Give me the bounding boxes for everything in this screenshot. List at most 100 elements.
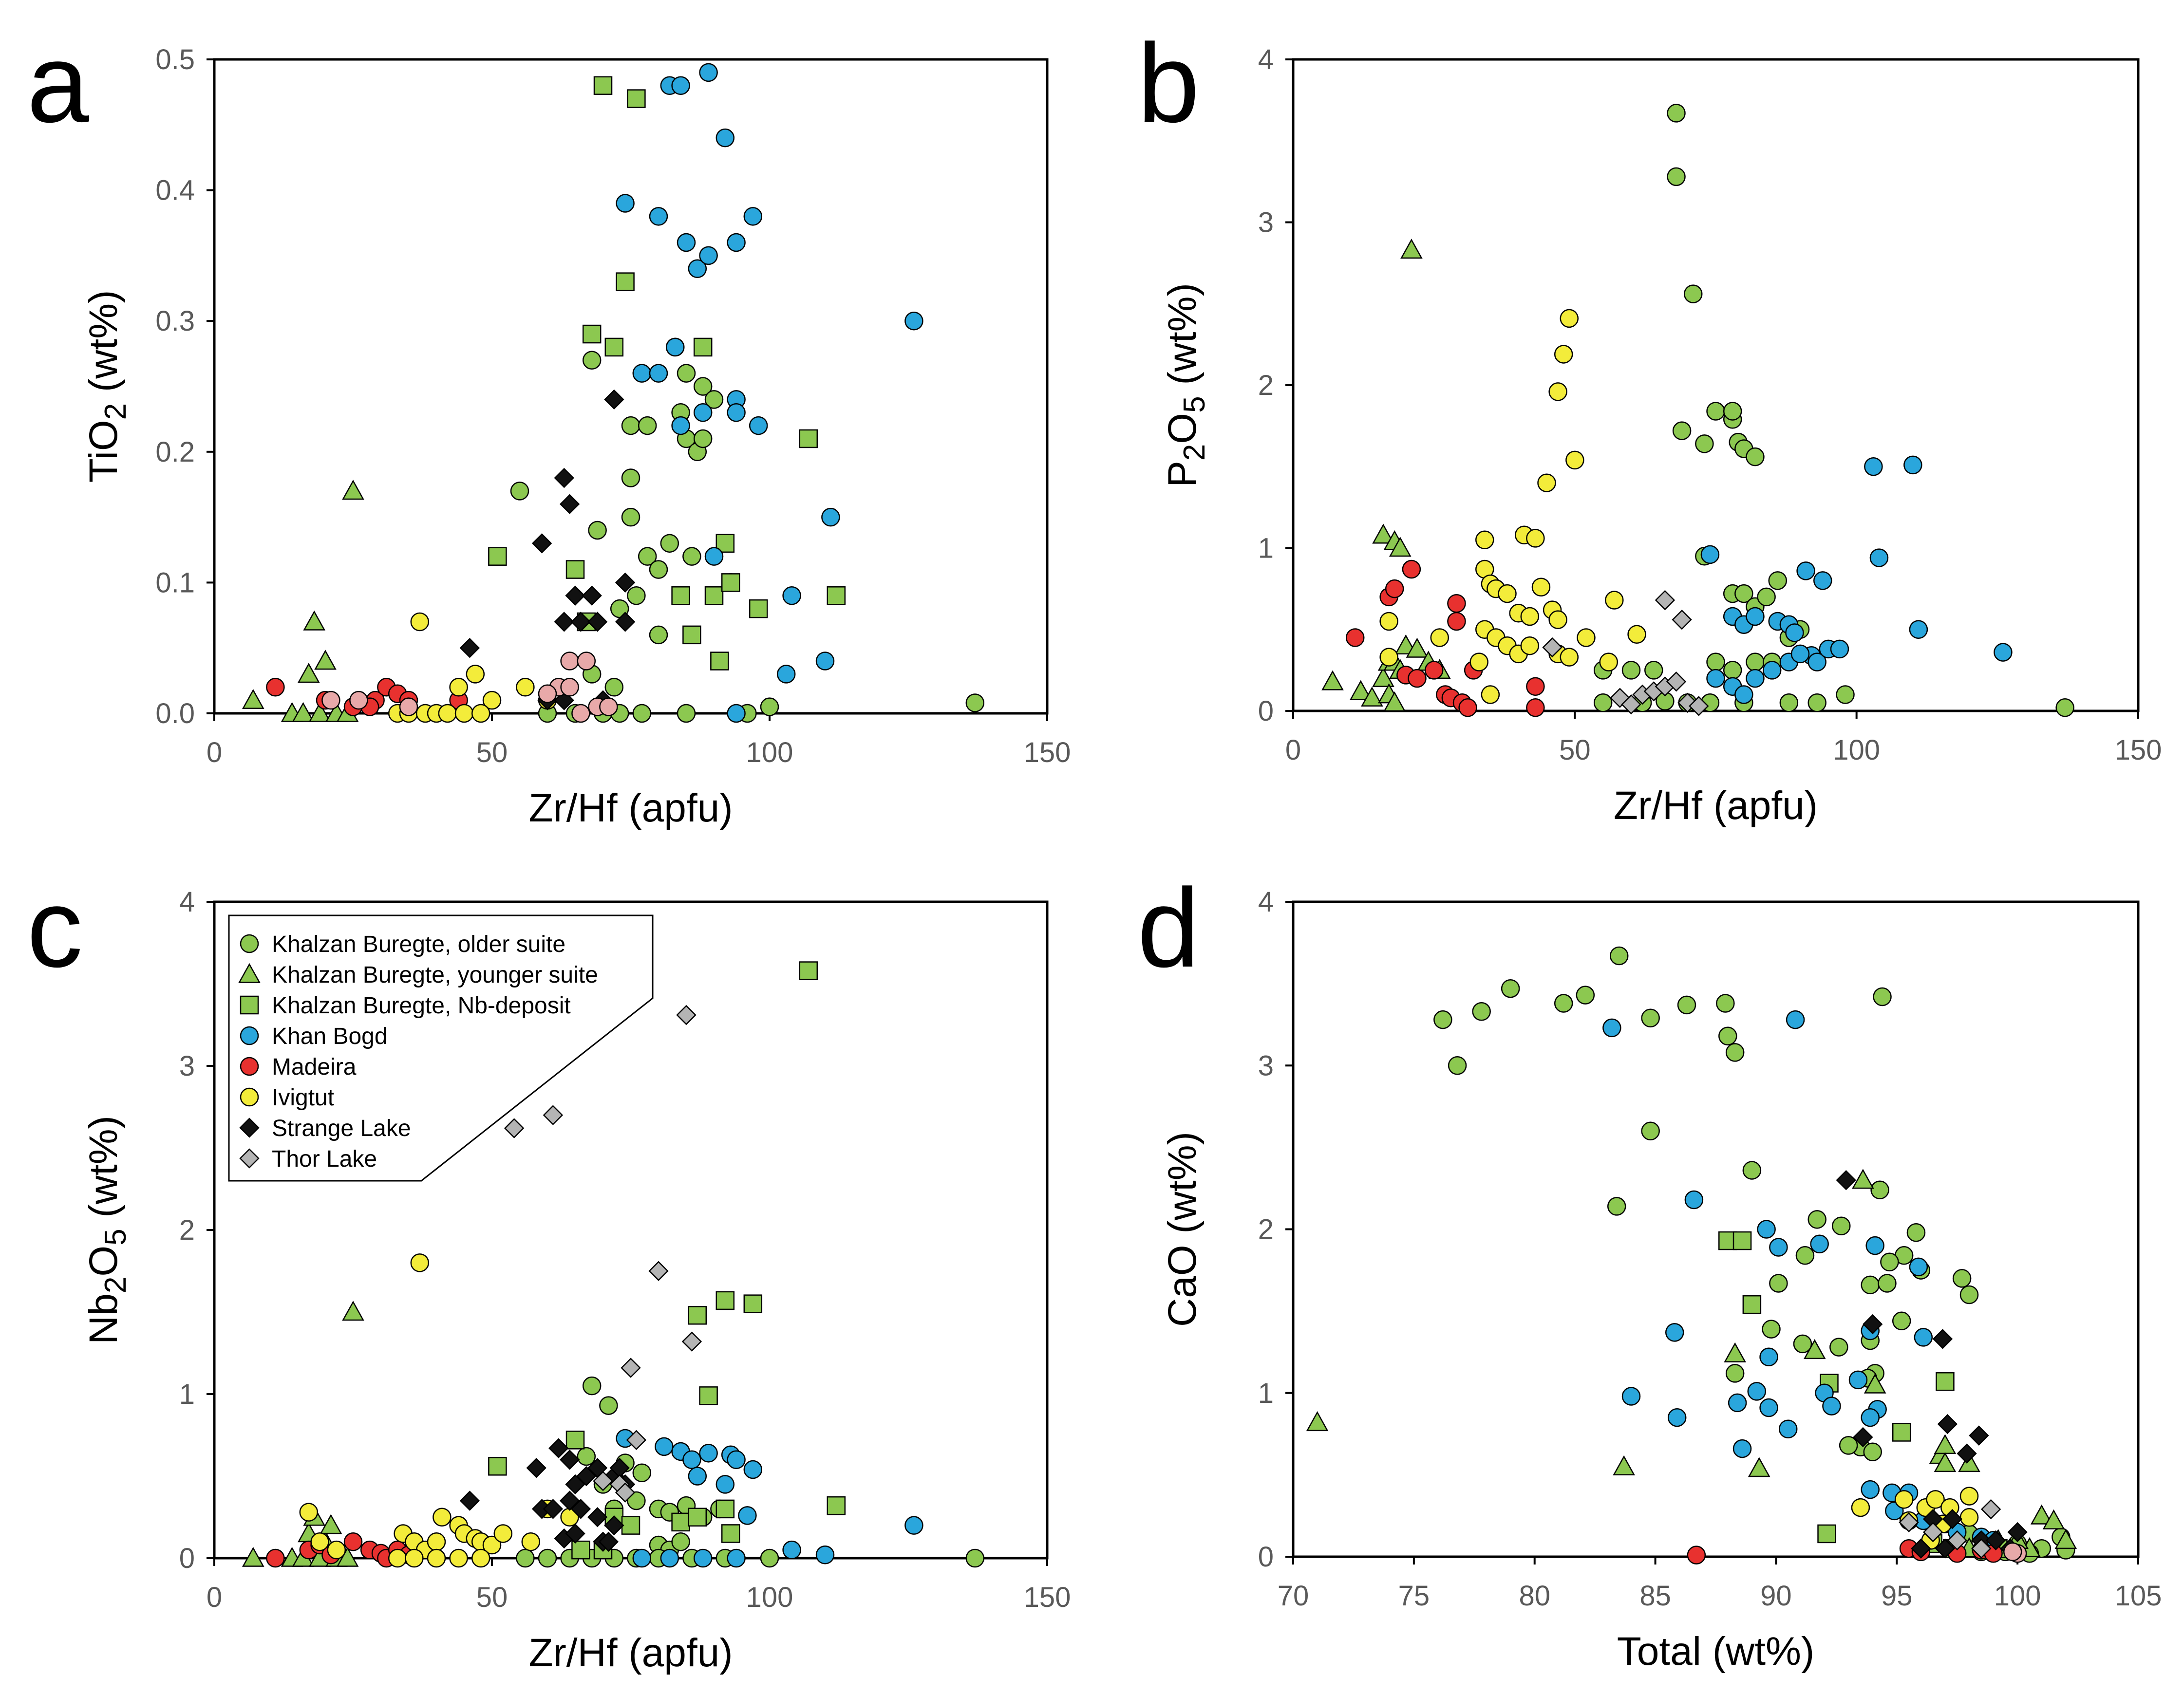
data-point-ivigtut <box>1498 584 1517 603</box>
data-point-strange <box>559 1450 580 1470</box>
data-point-ivigtut <box>493 1524 513 1543</box>
x-axis-title: Zr/Hf (apfu) <box>528 1631 733 1675</box>
data-point-nbdep <box>827 586 846 605</box>
data-point-older <box>627 1491 646 1510</box>
data-point-madeira <box>1447 612 1466 631</box>
data-point-khan <box>1848 1370 1868 1390</box>
data-point-pink <box>321 690 340 710</box>
x-axis-title: Zr/Hf (apfu) <box>528 786 733 830</box>
data-point-strange <box>587 612 608 632</box>
data-point-strange <box>582 585 602 606</box>
data-point-khan <box>1778 1419 1798 1438</box>
legend-label-older: Khalzan Buregte, older suite <box>272 931 565 957</box>
x-tick-label: 100 <box>746 737 793 768</box>
legend-marker-strange <box>239 1118 260 1138</box>
data-point-older <box>1433 1010 1452 1029</box>
data-point-khan <box>671 416 690 435</box>
data-point-khan <box>815 652 835 671</box>
data-point-ivigtut <box>1531 577 1551 597</box>
data-point-strange <box>531 533 552 554</box>
data-point-strange <box>598 1531 619 1552</box>
y-tick-label: 1 <box>1258 533 1274 564</box>
data-point-pink <box>571 704 590 723</box>
data-point-younger <box>1361 686 1383 707</box>
data-point-strange <box>1911 1538 1931 1559</box>
data-point-ivigtut <box>433 1508 452 1527</box>
y-axis-title-part: (wt%) <box>1160 283 1205 396</box>
data-point-older <box>760 697 779 716</box>
data-point-khan <box>782 586 801 605</box>
y-tick-label: 0 <box>179 1543 195 1574</box>
data-point-nbdep <box>627 89 646 108</box>
data-point-strange <box>615 612 636 632</box>
data-point-older <box>516 1548 535 1568</box>
data-point-older <box>1667 167 1686 186</box>
data-point-khan <box>815 1546 835 1565</box>
x-tick-label: 150 <box>2115 734 2162 766</box>
legend-label-thor: Thor Lake <box>272 1146 377 1172</box>
data-point-nbdep <box>1892 1423 1911 1442</box>
data-point-khan <box>727 704 746 723</box>
data-point-older <box>627 586 646 605</box>
data-point-ivigtut <box>1526 529 1545 548</box>
data-point-khan <box>821 507 840 527</box>
data-point-ivigtut <box>1627 625 1646 644</box>
data-point-nbdep <box>827 1496 846 1515</box>
data-point-ivigtut <box>1560 648 1579 667</box>
y-tick-label: 4 <box>1258 886 1274 918</box>
data-point-older <box>1448 1056 1467 1075</box>
data-point-thor <box>593 1471 613 1491</box>
data-point-khan <box>1790 644 1810 664</box>
data-point-younger <box>1748 1457 1770 1477</box>
legend-label-madeira: Madeira <box>272 1054 357 1080</box>
data-point-khan <box>1759 1398 1778 1417</box>
legend-label-younger: Khalzan Buregte, younger suite <box>272 962 598 988</box>
y-tick-label: 3 <box>179 1050 195 1082</box>
data-point-older <box>1829 1338 1848 1357</box>
data-point-khan <box>1667 1408 1687 1427</box>
legend-marker-nbdep <box>240 995 259 1015</box>
data-point-strange <box>526 1457 546 1478</box>
y-tick-label: 1 <box>179 1378 195 1410</box>
data-point-thor <box>676 1005 697 1025</box>
data-point-ivigtut <box>405 1548 424 1568</box>
data-point-madeira <box>1458 698 1477 717</box>
data-point-older <box>1723 661 1742 680</box>
data-point-older <box>1779 693 1799 712</box>
data-point-strange <box>1935 1538 1956 1559</box>
y-tick-label: 3 <box>1258 1050 1274 1081</box>
data-point-older <box>1593 693 1613 712</box>
data-point-khan <box>704 547 724 566</box>
data-point-strange <box>1937 1414 1958 1434</box>
data-point-thor <box>1677 692 1698 713</box>
data-point-thor <box>626 1430 647 1451</box>
y-axis-title-part: P <box>1160 461 1205 487</box>
data-point-nbdep <box>488 547 507 566</box>
data-point-older <box>649 560 668 579</box>
data-point-ivigtut <box>449 678 468 697</box>
data-point-strange <box>559 1490 580 1511</box>
y-axis-title-part: TiO <box>81 420 126 483</box>
data-point-madeira <box>1402 559 1421 579</box>
data-point-khan <box>699 1444 718 1463</box>
data-point-older <box>1906 1223 1926 1242</box>
data-point-thor <box>1922 1522 1943 1543</box>
data-point-older <box>1768 571 1787 590</box>
data-point-khan <box>655 1437 674 1456</box>
data-point-ivigtut <box>1379 648 1398 667</box>
x-tick-label: 0 <box>207 737 222 768</box>
data-point-younger <box>2042 1509 2065 1529</box>
x-tick-label: 100 <box>746 1582 793 1613</box>
data-point-thor <box>1621 694 1641 715</box>
data-point-nbdep <box>565 1431 585 1450</box>
data-point-ivigtut <box>471 704 490 723</box>
data-point-pink <box>560 678 579 697</box>
data-point-khan <box>1786 1010 1805 1029</box>
data-point-older <box>1725 1364 1745 1383</box>
data-point-khan <box>1665 1323 1684 1342</box>
legend-marker-khan <box>240 1026 259 1045</box>
data-point-khan <box>632 364 652 383</box>
data-points <box>1306 946 2077 1565</box>
data-point-ivigtut <box>1520 607 1540 626</box>
